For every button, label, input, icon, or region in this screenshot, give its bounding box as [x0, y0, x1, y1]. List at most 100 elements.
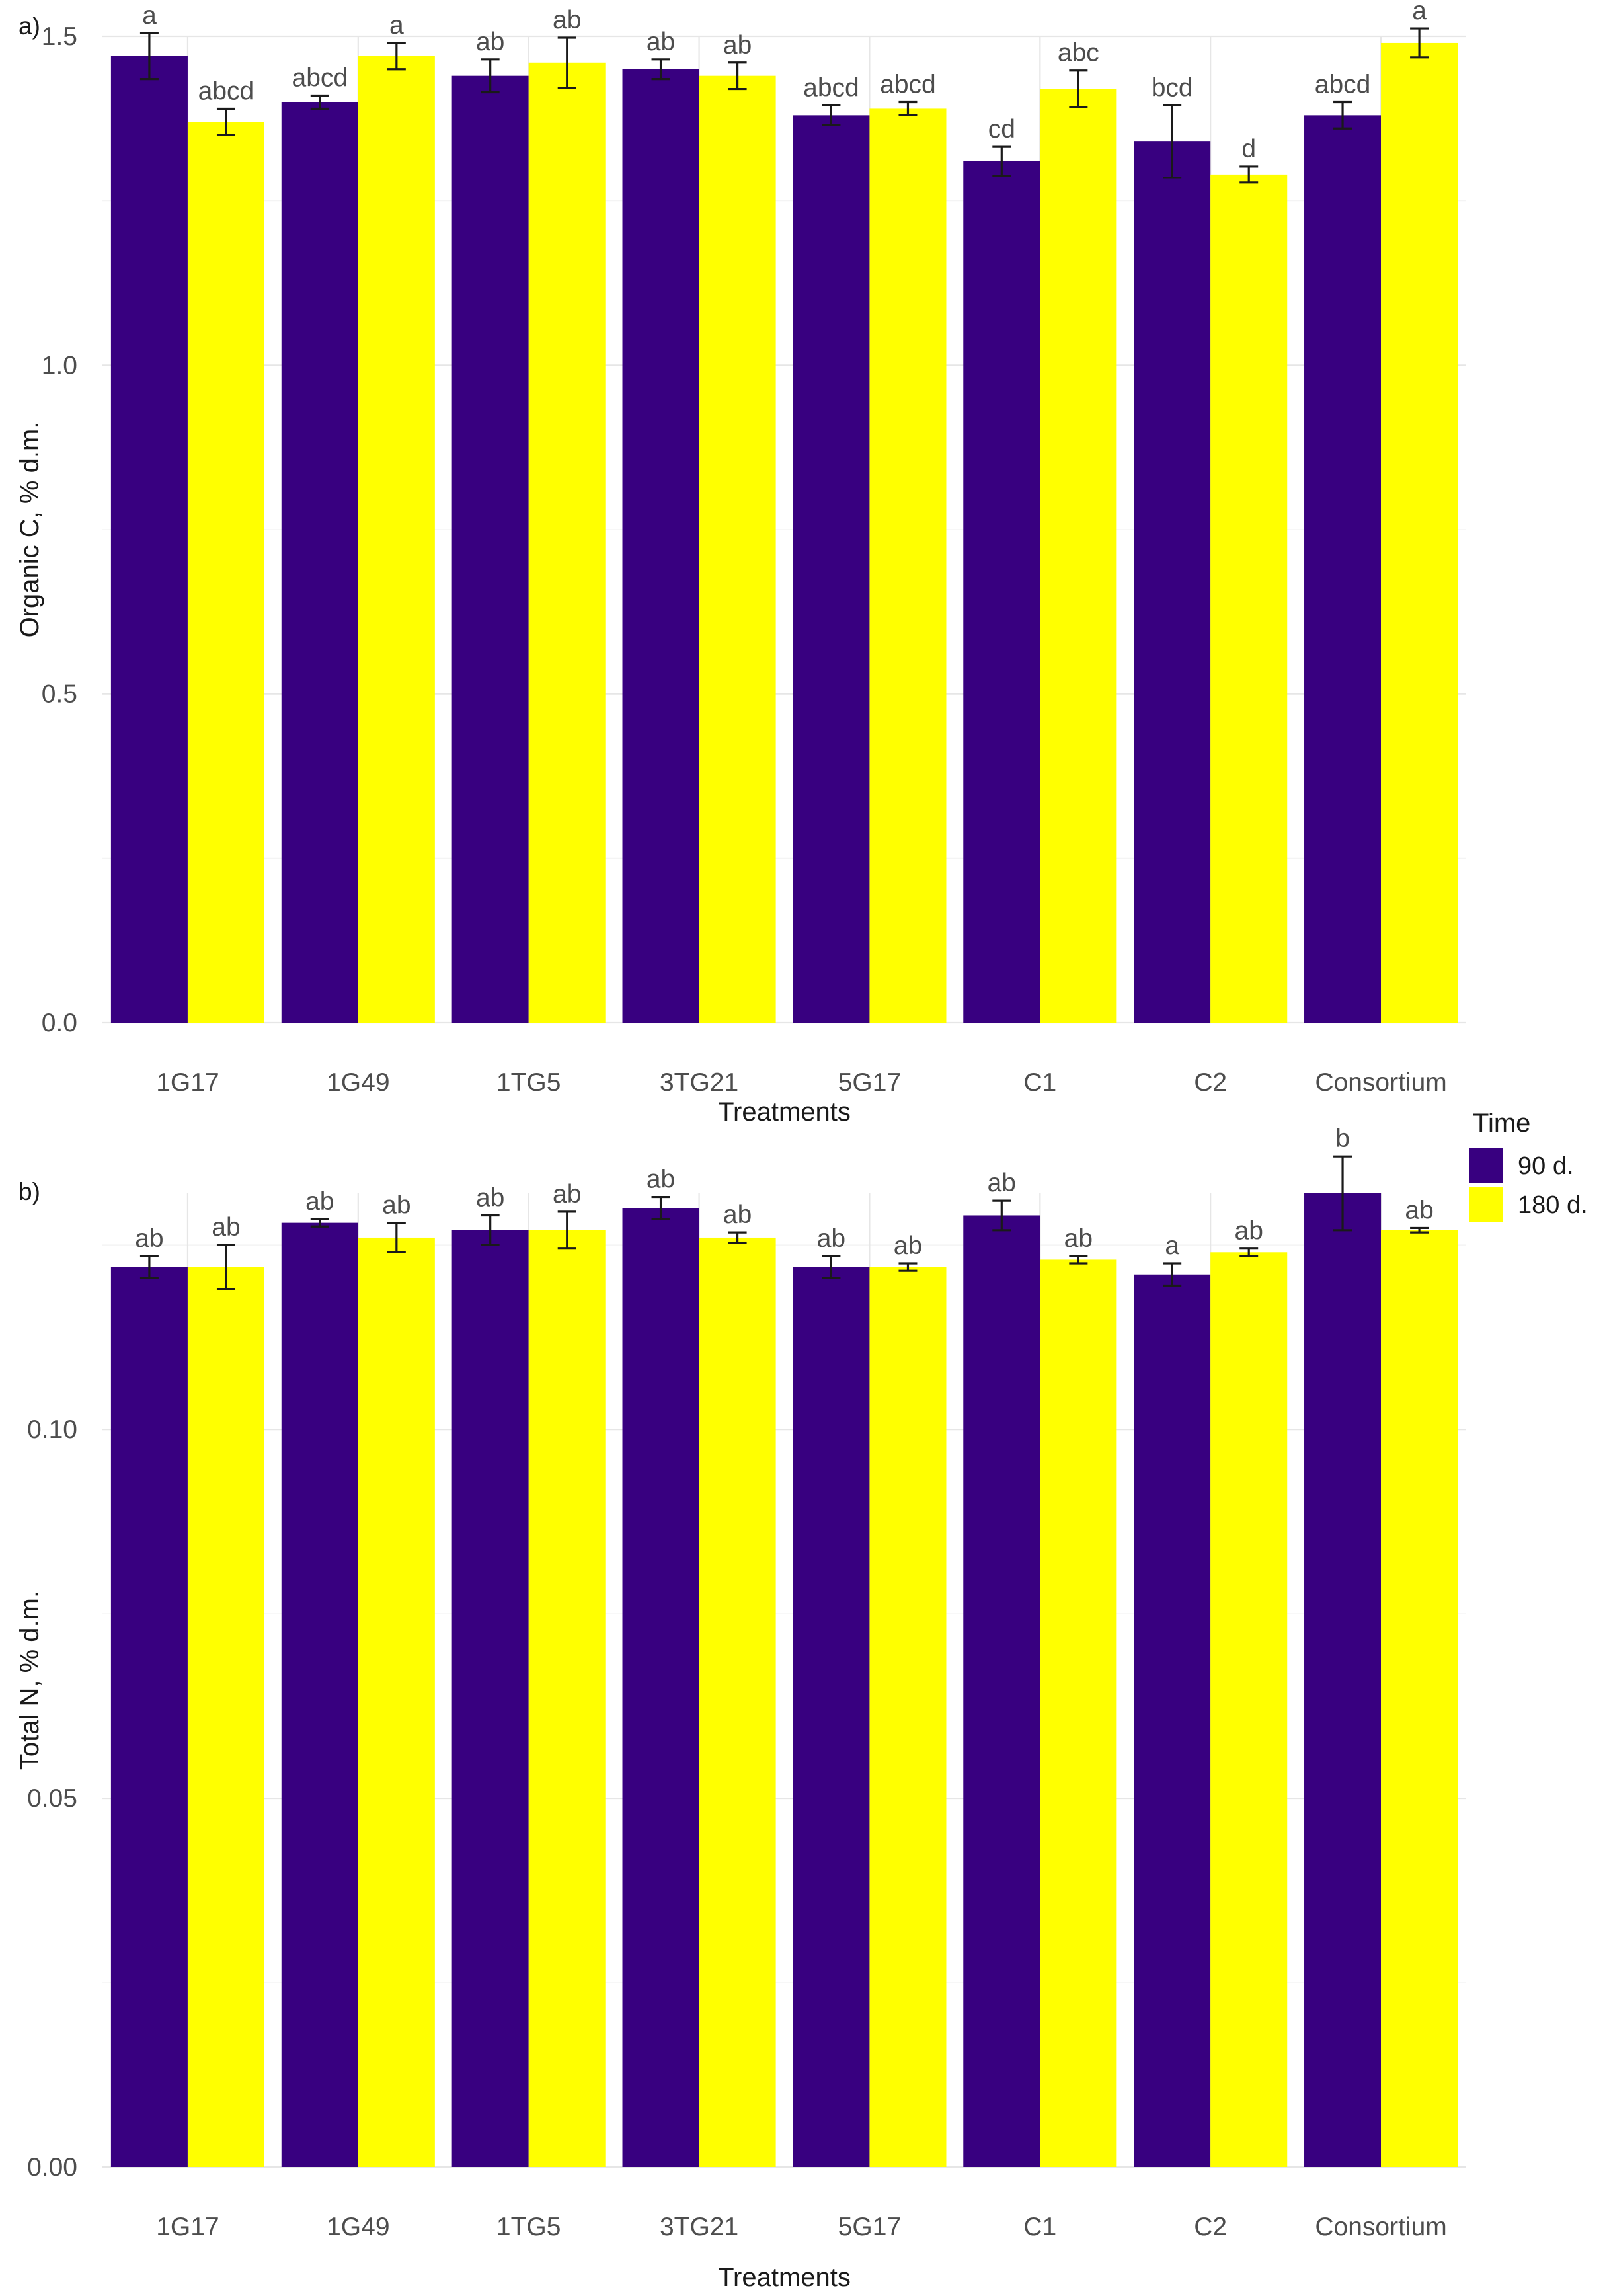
legend-title: Time: [1473, 1109, 1530, 1138]
bar-180d: [1381, 1230, 1458, 2167]
bar-90d: [451, 75, 529, 1023]
bar-180d: [869, 108, 947, 1023]
significance-label: ab: [476, 1183, 504, 1212]
bar-180d: [1210, 1252, 1288, 2167]
significance-label: ab: [894, 1232, 922, 1260]
bar-180d: [1210, 174, 1288, 1023]
bar-180d: [1381, 42, 1458, 1023]
significance-label: b: [1335, 1125, 1350, 1153]
x-tick-label: 1G17: [156, 1068, 219, 1097]
bar-180d: [1040, 1259, 1117, 2167]
significance-label: abcd: [880, 70, 936, 99]
significance-label: ab: [1235, 1217, 1263, 1246]
bar-90d: [281, 102, 358, 1023]
significance-label: a: [389, 11, 404, 40]
significance-label: abc: [1058, 39, 1099, 67]
bar-90d: [451, 1230, 529, 2167]
y-tick-label: 1.5: [42, 22, 77, 51]
y-tick-label: 0.00: [27, 2153, 77, 2182]
x-tick-label: 5G17: [838, 2213, 901, 2241]
bar-180d: [187, 122, 264, 1023]
bar-90d: [793, 1267, 870, 2167]
y-tick-label: 0.0: [42, 1009, 77, 1037]
significance-label: abcd: [292, 64, 348, 93]
x-tick-label: 5G17: [838, 1068, 901, 1097]
y-tick-label: 1.0: [42, 351, 77, 379]
panel-label: a): [19, 13, 40, 40]
bar-90d: [281, 1222, 358, 2167]
panel-label: b): [19, 1178, 40, 1205]
significance-label: ab: [646, 1166, 675, 1194]
significance-label: abcd: [803, 73, 859, 102]
bar-90d: [793, 115, 870, 1023]
significance-label: d: [1241, 135, 1256, 163]
y-tick-label: 0.5: [42, 680, 77, 709]
x-tick-label: 3TG21: [660, 1068, 738, 1097]
legend-label-90d: 90 d.: [1518, 1152, 1574, 1180]
x-tick-label: 1TG5: [496, 1068, 561, 1097]
significance-label: ab: [817, 1224, 845, 1253]
bar-180d: [1040, 89, 1117, 1023]
significance-label: abcd: [1315, 70, 1371, 99]
bar-180d: [358, 1237, 435, 2167]
x-tick-label: 1G17: [156, 2213, 219, 2241]
x-tick-label: C1: [1023, 1068, 1056, 1097]
y-axis-title: Organic C, % d.m.: [15, 422, 44, 638]
bar-90d: [963, 161, 1040, 1023]
x-axis-title: Treatments: [718, 2263, 851, 2292]
bar-90d: [110, 56, 188, 1023]
significance-label: a: [1412, 0, 1427, 25]
x-tick-label: C1: [1023, 2213, 1056, 2241]
y-tick-label: 0.05: [27, 1784, 77, 1813]
y-axis-title: Total N, % d.m.: [15, 1591, 44, 1770]
x-tick-label: 1G49: [327, 2213, 389, 2241]
x-tick-label: C2: [1194, 1068, 1227, 1097]
x-tick-label: Consortium: [1315, 2213, 1446, 2241]
bar-180d: [187, 1267, 264, 2167]
legend-swatch-90d: [1469, 1148, 1503, 1183]
legend: Time 90 d. 180 d.: [1469, 1109, 1588, 1222]
bar-90d: [1134, 1274, 1211, 2167]
significance-label: ab: [723, 1201, 752, 1229]
significance-label: ab: [305, 1187, 334, 1216]
significance-label: ab: [382, 1191, 411, 1220]
legend-label-180d: 180 d.: [1518, 1191, 1588, 1219]
significance-label: ab: [646, 28, 675, 56]
bar-90d: [622, 1208, 699, 2167]
bar-180d: [528, 62, 606, 1023]
significance-label: ab: [553, 6, 581, 34]
bar-180d: [699, 1237, 776, 2167]
y-tick-label: 0.10: [27, 1415, 77, 1444]
significance-label: a: [142, 1, 157, 30]
significance-label: ab: [1064, 1224, 1093, 1253]
bar-90d: [110, 1267, 188, 2167]
x-tick-label: Consortium: [1315, 1068, 1446, 1097]
x-tick-label: 1G49: [327, 1068, 389, 1097]
significance-label: ab: [553, 1180, 581, 1208]
significance-label: abcd: [198, 77, 254, 105]
significance-label: ab: [988, 1169, 1016, 1197]
x-tick-label: 1TG5: [496, 2213, 561, 2241]
significance-label: cd: [988, 115, 1015, 143]
bar-180d: [869, 1267, 947, 2167]
bar-90d: [1304, 115, 1382, 1023]
bar-180d: [699, 75, 776, 1023]
significance-label: ab: [476, 28, 504, 56]
significance-label: ab: [212, 1213, 240, 1242]
significance-label: ab: [135, 1224, 163, 1253]
x-tick-label: 3TG21: [660, 2213, 738, 2241]
legend-swatch-180d: [1469, 1187, 1503, 1222]
bar-180d: [358, 56, 435, 1023]
x-tick-label: C2: [1194, 2213, 1227, 2241]
significance-label: a: [1165, 1232, 1179, 1260]
bar-90d: [622, 69, 699, 1023]
significance-label: bcd: [1152, 73, 1193, 102]
bar-180d: [528, 1230, 606, 2167]
x-axis-title: Treatments: [718, 1097, 851, 1127]
significance-label: ab: [723, 31, 752, 59]
bar-90d: [1304, 1193, 1382, 2167]
significance-label: ab: [1405, 1196, 1433, 1224]
